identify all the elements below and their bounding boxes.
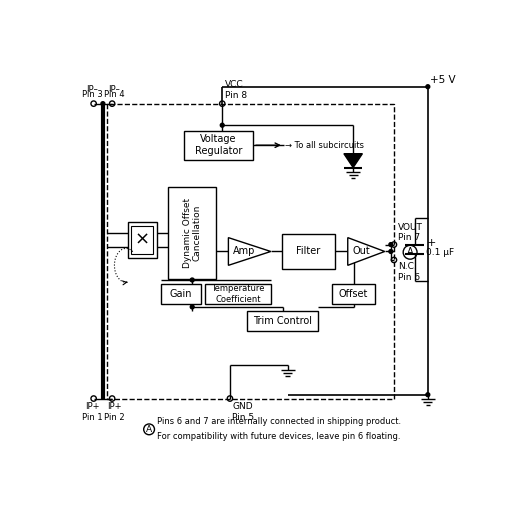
Text: Voltage
Regulator: Voltage Regulator (195, 135, 242, 156)
Text: 0.1 μF: 0.1 μF (426, 248, 454, 257)
Bar (332, 284, 375, 304)
Bar (131, 226, 153, 254)
Text: VCC
Pin 8: VCC Pin 8 (225, 81, 246, 100)
Text: Dynamic Offset
Cancellation: Dynamic Offset Cancellation (182, 198, 202, 268)
Text: Pin 3: Pin 3 (82, 90, 103, 99)
Circle shape (389, 243, 393, 246)
Bar (168, 187, 216, 279)
Bar (161, 284, 200, 304)
Text: GND
Pin 5: GND Pin 5 (232, 402, 255, 422)
Bar (247, 311, 319, 331)
Polygon shape (344, 154, 363, 167)
Text: A: A (407, 248, 414, 257)
Text: +: + (426, 238, 436, 248)
Text: Out: Out (353, 246, 371, 257)
Text: Temperature
Coefficient: Temperature Coefficient (211, 284, 265, 304)
Circle shape (426, 393, 430, 396)
Bar (206, 284, 271, 304)
Text: Filter: Filter (296, 246, 321, 257)
Text: Pins 6 and 7 are internally connected in shipping product.: Pins 6 and 7 are internally connected in… (157, 417, 401, 426)
Bar (128, 222, 157, 258)
Text: Amp: Amp (233, 246, 256, 257)
Text: IP–: IP– (109, 85, 120, 94)
Circle shape (190, 305, 194, 309)
Bar (107, 104, 394, 399)
Text: → To all subcircuits: → To all subcircuits (285, 141, 365, 149)
Circle shape (389, 250, 393, 253)
Text: Trim Control: Trim Control (253, 316, 312, 326)
Polygon shape (348, 237, 385, 266)
Text: A: A (146, 425, 152, 434)
Text: IP+
Pin 2: IP+ Pin 2 (104, 402, 125, 422)
Bar (184, 130, 253, 160)
Text: Pin 4: Pin 4 (104, 90, 125, 99)
Bar (282, 234, 335, 269)
Text: For compatibility with future devices, leave pin 6 floating.: For compatibility with future devices, l… (157, 432, 400, 441)
Circle shape (426, 85, 430, 89)
Text: IP+
Pin 1: IP+ Pin 1 (82, 402, 103, 422)
Circle shape (220, 123, 224, 127)
Text: N.C.
Pin 6: N.C. Pin 6 (398, 262, 420, 281)
Text: ×: × (135, 231, 149, 249)
Circle shape (190, 278, 194, 282)
Text: IP–: IP– (86, 85, 98, 94)
Circle shape (101, 102, 105, 105)
Text: Offset: Offset (339, 289, 368, 299)
Text: +5 V: +5 V (430, 75, 456, 85)
Polygon shape (228, 237, 271, 266)
Text: VOUT
Pin 7: VOUT Pin 7 (398, 223, 423, 242)
Text: Gain: Gain (169, 289, 192, 299)
